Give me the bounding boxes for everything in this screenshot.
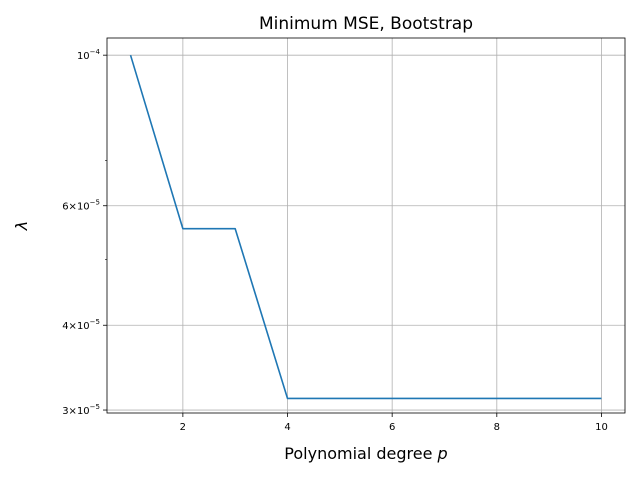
x-axis-label-text: Polynomial degree xyxy=(284,444,437,463)
y-tick-exponent: −5 xyxy=(90,403,100,411)
grid xyxy=(107,38,625,413)
y-tick-label: 6×10−5 xyxy=(62,199,100,213)
x-tick-label: 8 xyxy=(494,422,500,433)
x-tick-label: 2 xyxy=(180,422,186,433)
series-line xyxy=(129,54,602,400)
x-tick-label: 6 xyxy=(389,422,395,433)
y-tick-base: 10 xyxy=(77,321,90,332)
y-tick-label: 4×10−5 xyxy=(62,318,100,332)
x-axis-ticks: 2 4 6 8 10 xyxy=(180,413,608,433)
y-tick-mantissa: 3× xyxy=(62,406,77,417)
x-tick-label: 4 xyxy=(284,422,290,433)
y-tick-base: 10 xyxy=(77,202,90,213)
y-axis-label: λ xyxy=(12,221,31,231)
y-tick-exponent: −4 xyxy=(90,48,101,56)
x-axis-label: Polynomial degree p xyxy=(284,444,447,463)
y-tick-exponent: −5 xyxy=(90,318,100,326)
x-tick-label: 10 xyxy=(595,422,608,433)
y-axis-ticks: 10−46×10−54×10−53×10−5 xyxy=(62,48,107,417)
series-layer xyxy=(129,54,602,400)
y-tick-label: 3×10−5 xyxy=(62,403,100,417)
chart-title: Minimum MSE, Bootstrap xyxy=(259,14,473,34)
y-tick-base: 10 xyxy=(77,406,90,417)
y-tick-mantissa: 6× xyxy=(62,202,77,213)
y-tick-exponent: −5 xyxy=(90,199,100,207)
x-axis-label-variable: p xyxy=(437,444,448,463)
axes-frame xyxy=(106,37,626,414)
y-tick-base: 10 xyxy=(77,51,90,62)
y-tick-label: 10−4 xyxy=(77,48,101,62)
y-tick-mantissa: 4× xyxy=(62,321,77,332)
